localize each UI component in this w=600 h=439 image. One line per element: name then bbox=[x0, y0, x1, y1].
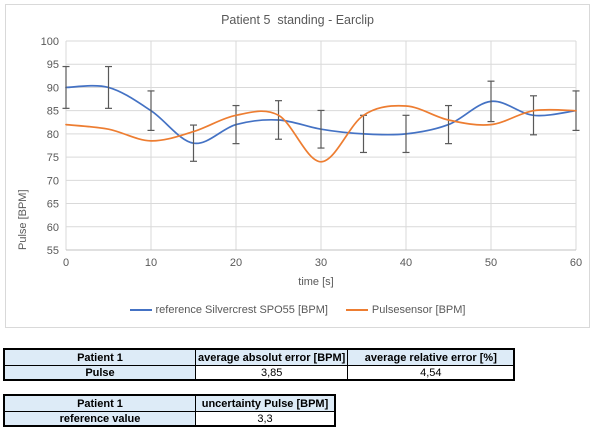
table-header-row: Patient 1 average absolut error [BPM] av… bbox=[3, 348, 515, 366]
svg-text:60: 60 bbox=[47, 222, 59, 234]
svg-text:95: 95 bbox=[47, 59, 59, 71]
value-cell: 3,3 bbox=[195, 411, 336, 427]
row-label-cell: reference value bbox=[3, 411, 196, 427]
svg-text:60: 60 bbox=[570, 257, 582, 269]
pulse-chart: Patient 5 standing - Earclip 55 60 65 70 75 8… bbox=[5, 4, 590, 328]
header-cell: uncertainty Pulse [BPM] bbox=[195, 394, 336, 412]
legend-item-pulsesensor: Pulsesensor [BPM] bbox=[345, 304, 466, 316]
svg-text:40: 40 bbox=[400, 257, 412, 269]
header-cell: Patient 1 bbox=[3, 348, 196, 366]
svg-text:90: 90 bbox=[47, 82, 59, 94]
svg-text:30: 30 bbox=[315, 257, 327, 269]
table-row: Pulse 3,85 4,54 bbox=[3, 365, 515, 381]
svg-text:70: 70 bbox=[47, 175, 59, 187]
header-cell: average relative error [%] bbox=[347, 348, 515, 366]
svg-text:10: 10 bbox=[145, 257, 157, 269]
y-axis-title: Pulse [BPM] bbox=[17, 189, 29, 250]
legend-item-reference: reference Silvercrest SPO55 [BPM] bbox=[129, 304, 328, 316]
table-header-row: Patient 1 uncertainty Pulse [BPM] bbox=[3, 394, 336, 412]
svg-text:50: 50 bbox=[485, 257, 497, 269]
plot-area: 55 60 65 70 75 80 85 90 95 100 0 10 20 30 40 50 60 bbox=[41, 36, 582, 269]
chart-title: Patient 5 standing - Earclip bbox=[221, 13, 374, 27]
svg-text:55: 55 bbox=[47, 245, 59, 257]
uncertainty-table: Patient 1 uncertainty Pulse [BPM] refere… bbox=[3, 394, 336, 427]
chart-legend: reference Silvercrest SPO55 [BPM] Pulses… bbox=[6, 304, 589, 316]
error-summary-table: Patient 1 average absolut error [BPM] av… bbox=[3, 348, 516, 381]
svg-text:65: 65 bbox=[47, 199, 59, 211]
value-cell: 4,54 bbox=[347, 365, 515, 381]
header-cell: Patient 1 bbox=[3, 394, 196, 412]
legend-label-pulsesensor: Pulsesensor [BPM] bbox=[371, 304, 466, 316]
value-cell: 3,85 bbox=[194, 365, 349, 381]
legend-line-icon bbox=[345, 309, 368, 311]
svg-text:0: 0 bbox=[63, 257, 69, 269]
svg-text:80: 80 bbox=[47, 129, 59, 141]
table-row: reference value 3,3 bbox=[3, 411, 336, 427]
svg-text:20: 20 bbox=[230, 257, 242, 269]
svg-text:85: 85 bbox=[47, 106, 59, 118]
row-label-cell: Pulse bbox=[3, 365, 196, 381]
svg-text:100: 100 bbox=[41, 36, 59, 48]
svg-text:75: 75 bbox=[47, 152, 59, 164]
legend-line-icon bbox=[129, 309, 152, 311]
legend-label-reference: reference Silvercrest SPO55 [BPM] bbox=[155, 304, 328, 316]
header-cell: average absolut error [BPM] bbox=[194, 348, 349, 366]
x-axis-title: time [s] bbox=[298, 276, 334, 288]
